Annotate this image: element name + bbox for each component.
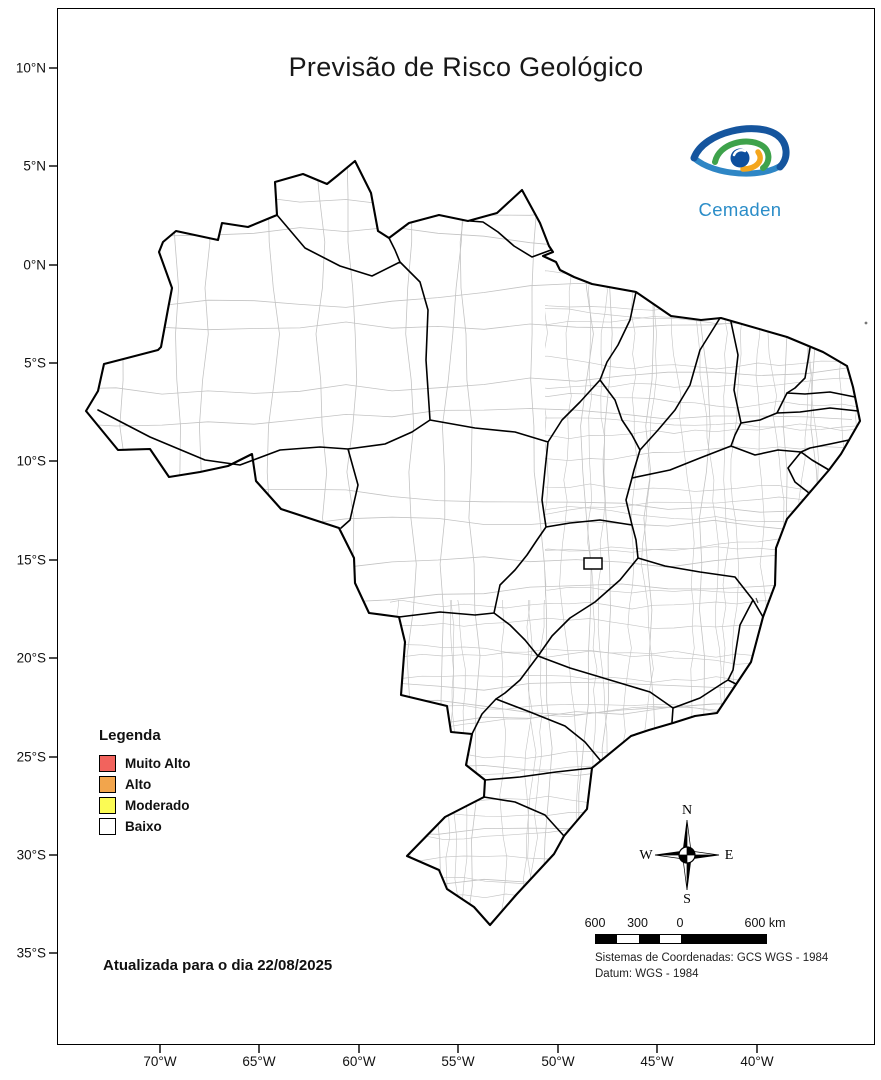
scale-segment: [681, 935, 766, 943]
scale-bar-label: 600: [584, 916, 606, 930]
scale-bar-label: 600 km: [744, 916, 786, 930]
lon-tick-label: 65°W: [242, 1054, 276, 1069]
page-title: Previsão de Risco Geológico: [288, 52, 644, 82]
lon-tick-label: 60°W: [342, 1054, 376, 1069]
scale-segment: [659, 935, 681, 943]
legend-item: Alto: [99, 776, 190, 793]
scale-bar: 600 300 0 600 km: [585, 916, 786, 948]
legend-swatch: [99, 797, 116, 814]
lon-tick-label: 45°W: [640, 1054, 674, 1069]
lat-tick-label: 5°S: [24, 355, 46, 371]
lon-tick-label: 55°W: [441, 1054, 475, 1069]
lat-tick-label: 5°N: [23, 158, 46, 174]
scale-bar-label: 0: [676, 916, 684, 930]
island-mark: [755, 597, 759, 604]
lon-tick-label: 50°W: [541, 1054, 575, 1069]
compass-rose: N S W E: [637, 798, 737, 913]
legend-item: Muito Alto: [99, 755, 190, 772]
scale-bar-label: 300: [627, 916, 648, 930]
legend-swatch: [99, 818, 116, 835]
legend-swatch: [99, 776, 116, 793]
compass-e-label: E: [725, 848, 734, 863]
crs-line1: Sistemas de Coordenadas: GCS WGS - 1984: [595, 952, 829, 964]
compass-star-icon: [654, 819, 720, 891]
lat-tick-label: 35°S: [16, 945, 46, 961]
lat-tick-label: 0°N: [23, 257, 46, 273]
lat-tick-label: 25°S: [16, 749, 46, 765]
coordinate-system-note: Sistemas de Coordenadas: GCS WGS - 1984 …: [595, 950, 828, 982]
logo-wordmark: Cemaden: [698, 199, 782, 220]
lat-tick-label: 20°S: [16, 650, 46, 666]
lat-tick-label: 10°S: [16, 453, 46, 469]
country-outline: [84, 159, 862, 927]
compass-w-label: W: [639, 848, 653, 863]
lon-tick-label: 70°W: [143, 1054, 177, 1069]
legend-item: Baixo: [99, 818, 190, 835]
legend-label: Alto: [125, 777, 152, 792]
legend-label: Moderado: [125, 798, 190, 813]
crs-line2: Datum: WGS - 1984: [595, 968, 699, 981]
df-rectangle: [583, 557, 603, 570]
island-dot: [864, 321, 868, 325]
compass-n-label: N: [682, 803, 692, 818]
legend-item: Moderado: [99, 797, 190, 814]
scale-segment: [617, 935, 639, 943]
country-fill: [86, 161, 860, 925]
axis-ticks: [49, 67, 758, 1053]
compass-s-label: S: [683, 892, 691, 907]
lon-tick-label: 40°W: [740, 1054, 774, 1069]
lat-tick-label: 10°N: [15, 60, 46, 76]
legend-items: Muito Alto Alto Moderado Baixo: [99, 755, 190, 835]
scale-segment: [638, 935, 660, 943]
scale-bar-graphic: [595, 934, 767, 944]
legend-label: Muito Alto: [125, 756, 191, 771]
cemaden-logo: Cemaden: [684, 118, 796, 221]
state-borders: [97, 214, 859, 837]
legend-swatch: [99, 755, 116, 772]
lat-tick-label: 30°S: [16, 847, 46, 863]
legend-label: Baixo: [125, 819, 162, 834]
update-date-note: Atualizada para o dia 22/08/2025: [103, 957, 333, 974]
legend: Legenda Muito Alto Alto Moderado Baixo: [99, 727, 190, 839]
lat-tick-label: 15°S: [16, 552, 46, 568]
cemaden-eye-icon: [690, 125, 790, 177]
legend-title: Legenda: [99, 727, 161, 744]
scale-segment: [596, 935, 618, 943]
